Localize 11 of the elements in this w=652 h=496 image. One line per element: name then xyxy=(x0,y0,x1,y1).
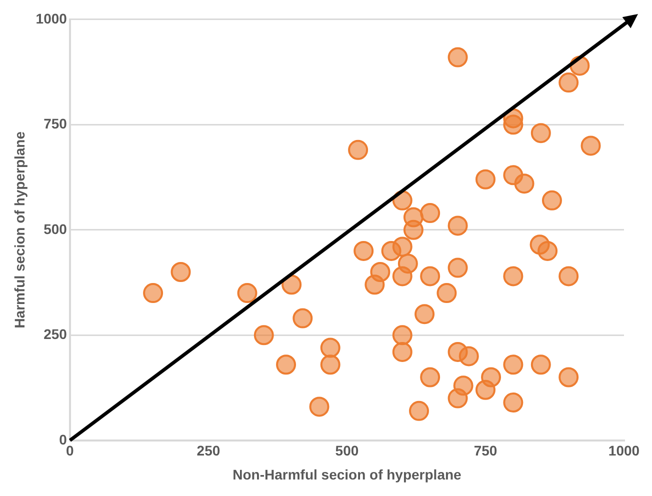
y-tick-label: 750 xyxy=(44,116,68,132)
y-tick-label: 1000 xyxy=(36,10,68,26)
y-tick-label: 0 xyxy=(59,431,68,448)
x-tick-label: 250 xyxy=(196,442,220,459)
x-tick-label: 500 xyxy=(335,442,359,459)
y-axis-title: Harmful secion of hyperplane xyxy=(11,131,28,328)
y-tick-label: 250 xyxy=(44,326,68,342)
x-tick-label: 750 xyxy=(474,442,498,459)
x-axis-title: Non-Harmful secion of hyperplane xyxy=(232,466,462,482)
y-tick-label: 500 xyxy=(44,220,68,237)
x-tick-label: 1000 xyxy=(608,442,640,459)
